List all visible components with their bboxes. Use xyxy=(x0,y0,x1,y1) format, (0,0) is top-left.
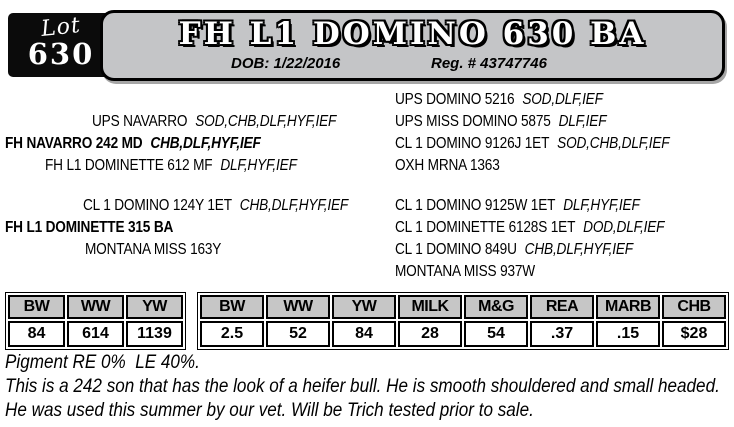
col-header: REA xyxy=(530,295,594,319)
cell-value: .37 xyxy=(530,321,594,347)
cell-value: 614 xyxy=(67,321,124,347)
col-header: WW xyxy=(266,295,330,319)
animal-name: UPS MISS DOMINO 5875 xyxy=(395,113,551,130)
cell-value: 54 xyxy=(464,321,528,347)
animal-name: MONTANA MISS 937W xyxy=(395,263,536,280)
epd-codes: DLF,IEF xyxy=(558,113,607,130)
table-value-row: 2.5 52 84 28 54 .37 .15 $28 xyxy=(200,321,726,347)
epd-codes: DOD,DLF,IEF xyxy=(583,219,665,236)
col-header: MILK xyxy=(398,295,462,319)
col-header: CHB xyxy=(662,295,726,319)
animal-name: UPS NAVARRO xyxy=(92,113,188,130)
epd-table: BW WW YW MILK M&G REA MARB CHB 2.5 52 84… xyxy=(197,292,729,350)
col-header: YW xyxy=(126,295,183,319)
pedigree-row-sire: FH NAVARRO 242 MD CHB,DLF,HYF,IEF xyxy=(5,134,261,154)
animal-name: FH L1 DOMINETTE 612 MF xyxy=(45,157,213,174)
lot-number: 630 xyxy=(27,37,95,71)
col-header: WW xyxy=(67,295,124,319)
cell-value: 52 xyxy=(266,321,330,347)
col-header: YW xyxy=(332,295,396,319)
animal-name: OXH MRNA 1363 xyxy=(395,157,500,174)
pedigree-row: CL 1 DOMINO 9126J 1ET SOD,CHB,DLF,IEF xyxy=(395,134,670,154)
animal-name: CL 1 DOMINO 9126J 1ET xyxy=(395,135,550,152)
dob-text: DOB: 1/22/2016 xyxy=(231,55,341,72)
pedigree-row: CL 1 DOMINO 849U CHB,DLF,HYF,IEF xyxy=(395,240,633,260)
cell-value: 84 xyxy=(8,321,65,347)
table-header-row: BW WW YW MILK M&G REA MARB CHB xyxy=(200,295,726,319)
title-banner: FH L1 DOMINO 630 BA DOB: 1/22/2016 Reg. … xyxy=(100,10,725,81)
cell-value: 84 xyxy=(332,321,396,347)
registration-number: Reg. # 43747746 xyxy=(431,55,547,72)
animal-title: FH L1 DOMINO 630 BA xyxy=(178,16,647,52)
animal-name: CL 1 DOMINO 124Y 1ET xyxy=(83,197,232,214)
animal-name: CL 1 DOMINETTE 6128S 1ET xyxy=(395,219,576,236)
animal-name: FH L1 DOMINETTE 315 BA xyxy=(5,219,174,236)
table-header-row: BW WW YW xyxy=(8,295,183,319)
cell-value: 2.5 xyxy=(200,321,264,347)
epd-codes: SOD,DLF,IEF xyxy=(522,91,603,108)
pedigree-row: UPS DOMINO 5216 SOD,DLF,IEF xyxy=(395,90,603,110)
epd-codes: SOD,CHB,DLF,IEF xyxy=(557,135,670,152)
cell-value: 28 xyxy=(398,321,462,347)
animal-name: CL 1 DOMINO 9125W 1ET xyxy=(395,197,556,214)
epd-codes: CHB,DLF,HYF,IEF xyxy=(239,197,349,214)
animal-name: MONTANA MISS 163Y xyxy=(85,241,222,258)
pedigree-row: MONTANA MISS 937W xyxy=(395,262,543,282)
performance-table: BW WW YW 84 614 1139 xyxy=(5,292,186,350)
pedigree-row: OXH MRNA 1363 xyxy=(395,156,508,176)
col-header: BW xyxy=(200,295,264,319)
pigment-note: Pigment RE 0% LE 40%. xyxy=(5,352,200,373)
epd-codes: CHB,DLF,HYF,IEF xyxy=(150,135,261,152)
cell-value: .15 xyxy=(596,321,660,347)
table-value-row: 84 614 1139 xyxy=(8,321,183,347)
animal-name: FH NAVARRO 242 MD xyxy=(5,135,143,152)
pedigree-row: FH L1 DOMINETTE 612 MF DLF,HYF,IEF xyxy=(45,156,297,176)
pedigree-row: UPS NAVARRO SOD,CHB,DLF,HYF,IEF xyxy=(92,112,336,132)
pedigree-row: MONTANA MISS 163Y xyxy=(85,240,229,260)
epd-codes: DLF,HYF,IEF xyxy=(563,197,640,214)
animal-name: CL 1 DOMINO 849U xyxy=(395,241,517,258)
pedigree-row-dam: FH L1 DOMINETTE 315 BA xyxy=(5,218,181,238)
lot-badge: Lot 630 xyxy=(8,13,114,77)
cell-value: $28 xyxy=(662,321,726,347)
banner-subline: DOB: 1/22/2016 Reg. # 43747746 xyxy=(103,54,722,74)
cell-value: 1139 xyxy=(126,321,183,347)
col-header: BW xyxy=(8,295,65,319)
epd-codes: SOD,CHB,DLF,HYF,IEF xyxy=(195,113,337,130)
animal-name: UPS DOMINO 5216 xyxy=(395,91,515,108)
pedigree-row: CL 1 DOMINO 9125W 1ET DLF,HYF,IEF xyxy=(395,196,640,216)
pedigree-row: UPS MISS DOMINO 5875 DLF,IEF xyxy=(395,112,607,132)
pedigree-row: CL 1 DOMINO 124Y 1ET CHB,DLF,HYF,IEF xyxy=(83,196,348,216)
epd-codes: CHB,DLF,HYF,IEF xyxy=(524,241,633,258)
col-header: M&G xyxy=(464,295,528,319)
description-paragraph: This is a 242 son that has the look of a… xyxy=(5,376,725,421)
col-header: MARB xyxy=(596,295,660,319)
epd-codes: DLF,HYF,IEF xyxy=(220,157,297,174)
pedigree-row: CL 1 DOMINETTE 6128S 1ET DOD,DLF,IEF xyxy=(395,218,665,238)
